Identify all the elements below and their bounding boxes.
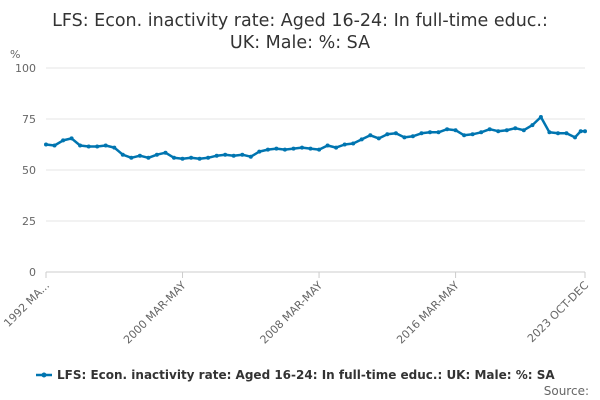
data-point[interactable] xyxy=(385,132,390,137)
data-point[interactable] xyxy=(78,143,83,148)
data-point[interactable] xyxy=(462,133,467,138)
data-point[interactable] xyxy=(402,135,407,140)
x-tick-label: 2000 MAR-MAY xyxy=(121,279,189,347)
data-point[interactable] xyxy=(445,127,450,132)
data-point[interactable] xyxy=(479,130,484,135)
data-point[interactable] xyxy=(376,136,381,141)
data-point[interactable] xyxy=(120,152,125,157)
series-group[interactable] xyxy=(44,115,587,161)
y-tick-label: 75 xyxy=(22,113,36,126)
data-point[interactable] xyxy=(428,130,432,135)
data-point[interactable] xyxy=(206,155,211,160)
data-point[interactable] xyxy=(317,147,322,152)
data-point[interactable] xyxy=(257,149,262,154)
data-point[interactable] xyxy=(453,128,458,133)
legend[interactable]: LFS: Econ. inactivity rate: Aged 16-24: … xyxy=(36,368,555,382)
data-point[interactable] xyxy=(547,130,552,135)
data-point[interactable] xyxy=(146,155,151,160)
data-point[interactable] xyxy=(359,137,364,142)
data-point[interactable] xyxy=(393,131,398,136)
data-point[interactable] xyxy=(189,155,194,160)
data-point[interactable] xyxy=(419,131,424,136)
data-point[interactable] xyxy=(351,141,356,146)
y-axis-unit-label: % xyxy=(10,48,20,61)
data-point[interactable] xyxy=(583,129,587,134)
x-tick-label: 1992 MA... xyxy=(1,279,52,330)
x-axis: 1992 MA... 2000 MAR-MAY 2008 MAR-MAY 2016 M… xyxy=(1,271,591,347)
data-point[interactable] xyxy=(214,153,219,158)
x-tick-label: 2008 MAR-MAY xyxy=(258,279,326,347)
data-point[interactable] xyxy=(556,131,560,136)
data-point[interactable] xyxy=(197,156,202,161)
data-point[interactable] xyxy=(513,126,518,131)
data-point[interactable] xyxy=(265,147,270,152)
data-point[interactable] xyxy=(300,145,304,150)
data-point[interactable] xyxy=(308,146,313,151)
data-point[interactable] xyxy=(368,133,373,138)
data-point[interactable] xyxy=(342,142,347,147)
chart-title-line2: UK: Male: %: SA xyxy=(230,33,370,53)
data-point[interactable] xyxy=(137,153,142,158)
data-point[interactable] xyxy=(52,143,57,148)
chart-title-line1: LFS: Econ. inactivity rate: Aged 16-24: … xyxy=(52,11,548,31)
data-point[interactable] xyxy=(248,154,253,159)
data-point[interactable] xyxy=(172,155,176,160)
data-point[interactable] xyxy=(470,132,475,137)
data-point[interactable] xyxy=(223,152,228,157)
data-point[interactable] xyxy=(573,135,577,140)
data-point[interactable] xyxy=(291,146,296,151)
data-point[interactable] xyxy=(564,131,569,136)
data-point[interactable] xyxy=(240,152,245,157)
data-point[interactable] xyxy=(282,147,287,152)
y-tick-label: 100 xyxy=(15,62,36,75)
data-point[interactable] xyxy=(334,145,339,150)
y-tick-label: 25 xyxy=(22,215,36,228)
data-point[interactable] xyxy=(69,136,74,141)
data-point[interactable] xyxy=(154,152,159,157)
data-point[interactable] xyxy=(521,128,526,133)
grid-lines xyxy=(46,67,585,273)
y-tick-label: 50 xyxy=(22,164,36,177)
data-point[interactable] xyxy=(163,150,168,155)
data-point[interactable] xyxy=(86,144,91,149)
data-point[interactable] xyxy=(538,115,543,119)
data-point[interactable] xyxy=(578,129,583,134)
data-point[interactable] xyxy=(129,155,134,160)
series-line[interactable] xyxy=(45,115,585,161)
data-point[interactable] xyxy=(61,138,66,143)
legend-item-label[interactable]: LFS: Econ. inactivity rate: Aged 16-24: … xyxy=(57,368,555,382)
data-point[interactable] xyxy=(180,156,185,161)
data-point[interactable] xyxy=(504,128,509,133)
x-tick-label: 2023 OCT-DEC xyxy=(525,279,591,345)
source-label: Source: xyxy=(544,384,589,398)
data-point[interactable] xyxy=(436,130,441,135)
data-point[interactable] xyxy=(112,145,117,150)
y-tick-label: 0 xyxy=(29,266,36,279)
data-point[interactable] xyxy=(231,153,236,158)
x-tick-label: 2016 MAR-MAY xyxy=(394,279,462,347)
data-point[interactable] xyxy=(496,129,501,134)
data-point[interactable] xyxy=(325,143,330,148)
data-point[interactable] xyxy=(95,144,100,149)
data-point[interactable] xyxy=(487,127,492,132)
data-point[interactable] xyxy=(410,134,415,139)
legend-point-marker xyxy=(41,372,47,378)
data-point[interactable] xyxy=(103,143,108,148)
data-point[interactable] xyxy=(274,146,279,151)
data-point[interactable] xyxy=(530,123,535,128)
data-point[interactable] xyxy=(44,142,48,147)
y-axis-ticks: 0 25 50 75 100 xyxy=(15,62,36,279)
